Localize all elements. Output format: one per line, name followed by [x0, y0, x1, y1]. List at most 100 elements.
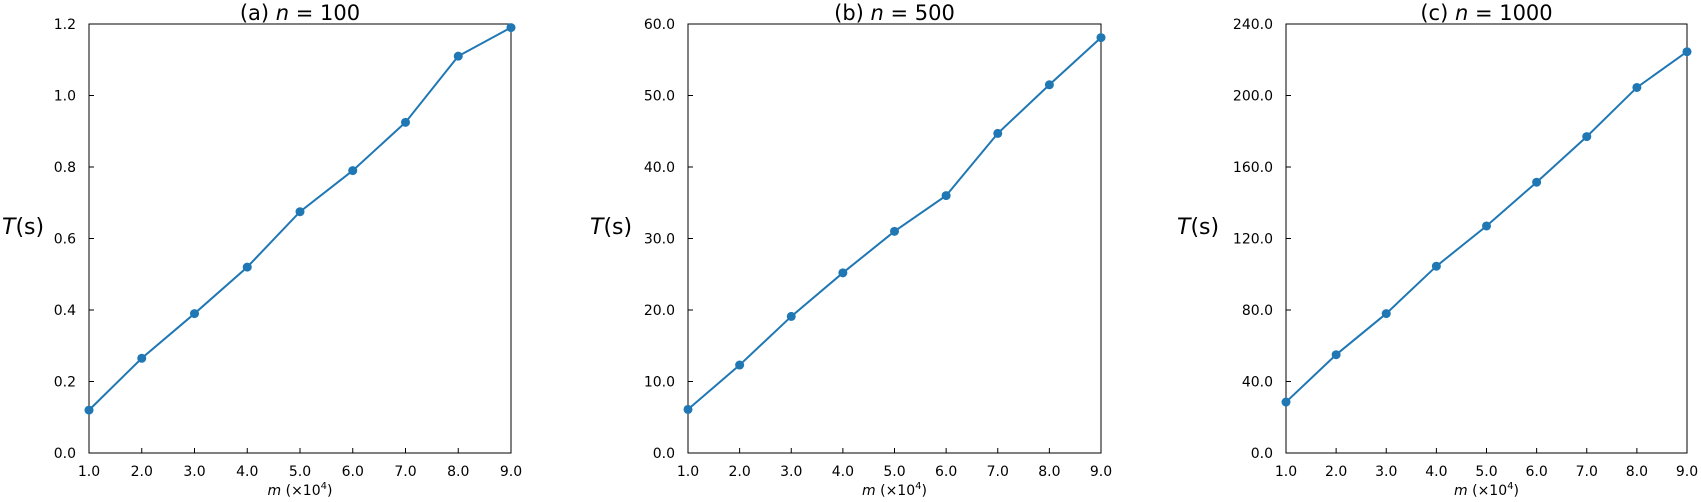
y-axis-label: T(s) [590, 215, 632, 240]
x-tick-label: 8.0 [1038, 464, 1060, 480]
y-tick-label: 1.0 [54, 89, 76, 105]
plot-frame [88, 23, 512, 454]
x-axis-label: m (×104) [1454, 481, 1519, 499]
y-axis-label: T(s) [2, 215, 44, 240]
title-variable: n [871, 1, 884, 25]
x-label-variable: m [862, 483, 876, 499]
data-point [683, 404, 693, 414]
x-label-variable: m [1454, 483, 1468, 499]
data-point [1096, 33, 1106, 43]
x-tick-label: 7.0 [1576, 464, 1598, 480]
x-tick-label: 5.0 [289, 464, 311, 480]
y-tick-label: 0.0 [653, 446, 675, 462]
y-axis-label: T(s) [1177, 215, 1219, 240]
title-value: = 500 [884, 1, 955, 25]
y-label-variable: T [590, 215, 605, 240]
data-point [1682, 47, 1692, 57]
x-tick-label: 6.0 [342, 464, 364, 480]
series-line [687, 36, 1102, 411]
x-tick-label: 5.0 [1475, 464, 1497, 480]
y-tick-label: 40.0 [1242, 375, 1273, 391]
data-point [1381, 309, 1391, 319]
chart-panel-3: 1.0 2.0 3.0 4.0 5.0 6.0 7.0 8.0 9.0 0.0 40.0 80.0 12… [1177, 1, 1698, 499]
data-point [1532, 177, 1542, 187]
x-tick-label: 2.0 [728, 464, 750, 480]
data-point [348, 166, 358, 176]
x-tick-label: 2.0 [131, 464, 153, 480]
x-tick-label: 9.0 [1090, 464, 1112, 480]
x-label-unit: (×10 [281, 483, 320, 499]
x-axis-label: m (×104) [862, 481, 927, 499]
y-tick-label: 0.4 [54, 303, 76, 319]
data-point [1632, 82, 1642, 92]
x-tick-label: 5.0 [883, 464, 905, 480]
y-label-variable: T [1177, 215, 1192, 240]
x-tick-label: 7.0 [394, 464, 416, 480]
x-tick-label: 8.0 [1626, 464, 1648, 480]
y-tick-label: 0.0 [1251, 446, 1273, 462]
x-label-variable: m [268, 483, 282, 499]
y-tick-label: 30.0 [644, 232, 675, 248]
title-space [269, 1, 276, 25]
chart-panel-1: 1.0 2.0 3.0 4.0 5.0 6.0 7.0 8.0 9.0 0.0 0.2 0.4 0.6 0… [2, 1, 522, 499]
x-label-exponent: 4 [915, 481, 921, 492]
data-point [295, 207, 305, 217]
title-prefix: (a) [240, 1, 269, 25]
data-point [1044, 80, 1054, 90]
x-tick-label: 4.0 [236, 464, 258, 480]
x-tick-label: 4.0 [1425, 464, 1447, 480]
x-tick-label: 1.0 [1275, 464, 1297, 480]
series-line [88, 26, 512, 411]
x-tick-label: 8.0 [447, 464, 469, 480]
title-prefix: (b) [834, 1, 864, 25]
chart-panel-2: 1.0 2.0 3.0 4.0 5.0 6.0 7.0 8.0 9.0 0.0 10.0 20.0 30… [590, 1, 1112, 499]
x-tick-label: 4.0 [832, 464, 854, 480]
data-point [242, 262, 252, 272]
x-tick-label: 6.0 [935, 464, 957, 480]
y-tick-label: 240.0 [1233, 17, 1273, 33]
panel-title: (b) n = 500 [834, 1, 955, 25]
title-variable: n [1455, 1, 1468, 25]
plot-frame [1285, 23, 1688, 454]
data-point [993, 128, 1003, 138]
x-tick-label: 7.0 [987, 464, 1009, 480]
x-tick-label: 1.0 [677, 464, 699, 480]
y-tick-label: 200.0 [1233, 89, 1273, 105]
data-point [1482, 221, 1491, 231]
data-point [890, 226, 899, 236]
y-tick-label: 0.6 [54, 232, 76, 248]
data-point [838, 268, 848, 278]
data-point [1582, 132, 1592, 142]
data-point [84, 405, 94, 415]
x-tick-label: 1.0 [78, 464, 100, 480]
panel-title: (a) n = 100 [240, 1, 360, 25]
y-tick-label: 0.8 [54, 160, 76, 176]
y-label-unit: (s) [1190, 215, 1219, 240]
y-tick-label: 160.0 [1233, 160, 1273, 176]
y-tick-label: 120.0 [1233, 232, 1273, 248]
title-value: = 1000 [1468, 1, 1552, 25]
data-point [190, 309, 199, 319]
x-tick-label: 6.0 [1525, 464, 1547, 480]
title-value: = 100 [289, 1, 360, 25]
y-tick-label: 1.2 [54, 17, 76, 33]
y-label-unit: (s) [603, 215, 632, 240]
data-point [506, 23, 516, 33]
x-label-close: ) [922, 483, 927, 499]
y-tick-label: 50.0 [644, 89, 675, 105]
data-point [137, 353, 147, 363]
y-label-unit: (s) [15, 215, 44, 240]
x-label-unit: (×10 [876, 483, 915, 499]
plot-frame [687, 23, 1102, 454]
title-space [1448, 1, 1455, 25]
x-tick-label: 9.0 [500, 464, 522, 480]
x-label-exponent: 4 [1507, 481, 1513, 492]
x-label-close: ) [1514, 483, 1519, 499]
y-tick-label: 10.0 [644, 375, 675, 391]
data-point [1431, 261, 1441, 271]
data-point [735, 360, 745, 370]
data-point [786, 311, 796, 321]
x-axis-label: m (×104) [268, 481, 333, 499]
x-tick-label: 2.0 [1325, 464, 1347, 480]
x-tick-label: 3.0 [780, 464, 802, 480]
